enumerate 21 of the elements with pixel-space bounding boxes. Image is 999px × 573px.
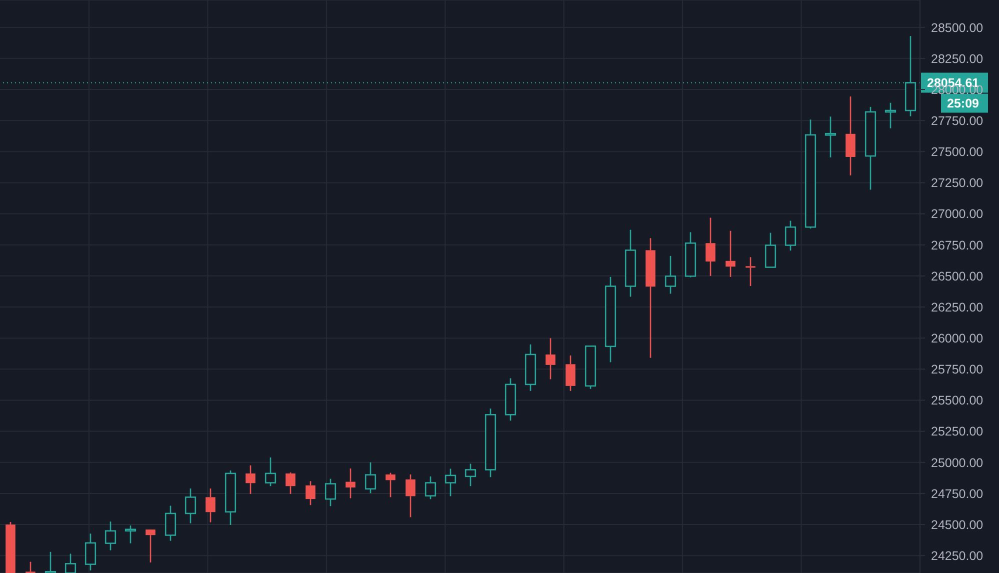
- y-tick-label: 28250.00: [931, 52, 984, 66]
- candlestick: [624, 229, 636, 298]
- y-tick-label: 28500.00: [931, 20, 984, 35]
- y-tick-label: 26500.00: [931, 269, 984, 284]
- y-tick-label: 25500.00: [931, 394, 984, 408]
- y-tick-label: 24250.00: [931, 549, 984, 564]
- y-tick-label: 27500.00: [931, 145, 984, 160]
- candlestick: [604, 276, 616, 363]
- y-tick-label: 25750.00: [931, 362, 984, 377]
- candlestick: [824, 116, 836, 158]
- y-tick-label: 25000.00: [931, 456, 984, 470]
- y-tick-label: 24500.00: [931, 518, 984, 532]
- y-tick-label: 26750.00: [931, 238, 984, 252]
- y-tick-label: 26000.00: [931, 332, 984, 346]
- y-tick-label: 27000.00: [931, 207, 984, 222]
- y-tick-label: 24750.00: [931, 486, 984, 501]
- y-tick-label: 25250.00: [931, 424, 984, 439]
- text: 25:09: [947, 96, 980, 111]
- y-tick-label: 27250.00: [931, 176, 984, 190]
- y-tick-label: 27750.00: [931, 114, 984, 128]
- y-tick-label: 26250.00: [931, 300, 984, 314]
